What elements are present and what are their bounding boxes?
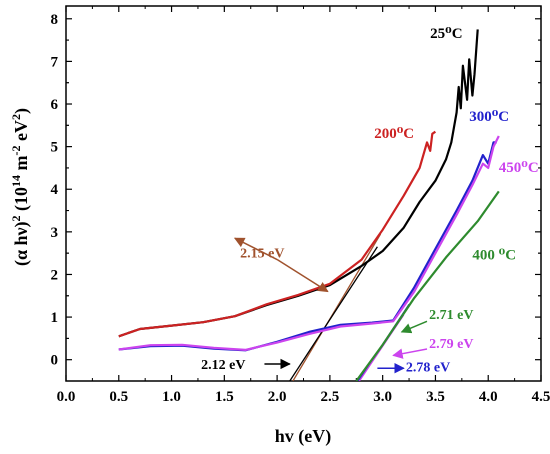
series-label: 200⁰C — [374, 126, 414, 142]
series-line — [356, 191, 499, 381]
y-tick-label: 7 — [51, 54, 59, 70]
y-tick-label: 8 — [51, 12, 59, 28]
y-tick-label: 5 — [51, 140, 59, 156]
x-tick-label: 1.5 — [215, 389, 234, 405]
x-tick-label: 0.0 — [57, 389, 76, 405]
annotation-label: 2.15 eV — [240, 246, 284, 261]
annotation-label: 2.79 eV — [429, 337, 473, 352]
x-tick-label: 1.0 — [162, 389, 181, 405]
x-tick-label: 2.5 — [321, 389, 340, 405]
y-tick-label: 2 — [51, 267, 59, 283]
y-tick-label: 1 — [51, 310, 59, 326]
series-label: 300⁰C — [469, 109, 509, 125]
series-label: 400 ⁰C — [472, 248, 516, 264]
x-tick-label: 3.5 — [426, 389, 445, 405]
series-line — [119, 29, 478, 336]
annotation-arrow — [393, 349, 427, 355]
annotation-arrow — [402, 321, 427, 332]
x-tick-label: 2.0 — [268, 389, 287, 405]
tangent-line — [293, 234, 381, 381]
x-tick-label: 4.0 — [479, 389, 498, 405]
series-label: 25⁰C — [430, 26, 462, 42]
y-tick-label: 4 — [51, 182, 59, 198]
y-tick-label: 6 — [51, 97, 59, 113]
x-axis-title: hv (eV) — [275, 426, 332, 447]
y-axis-title: (α hν)2 (1014 m-2 eV2) — [9, 108, 32, 266]
annotation-label: 2.71 eV — [429, 308, 473, 323]
x-tick-label: 4.5 — [532, 389, 550, 405]
x-tick-label: 0.5 — [109, 389, 128, 405]
annotation-label: 2.12 eV — [201, 358, 245, 373]
series-label: 450⁰C — [499, 160, 539, 176]
plot-area: 0.0 0.5 1.0 1.5 2.0 2.5 3.0 3.5 4.0 4.5 0 1 2 3 4 5 6 7 8 2… — [51, 6, 550, 405]
y-tick-label: 0 — [51, 353, 59, 369]
y-tick-label: 3 — [51, 225, 59, 241]
annotation-arrow — [277, 260, 328, 292]
series-group — [119, 29, 499, 381]
series-line — [119, 132, 436, 337]
x-tick-label: 3.0 — [373, 389, 392, 405]
annotation-label: 2.78 eV — [406, 361, 450, 376]
tangent-line — [290, 247, 378, 381]
